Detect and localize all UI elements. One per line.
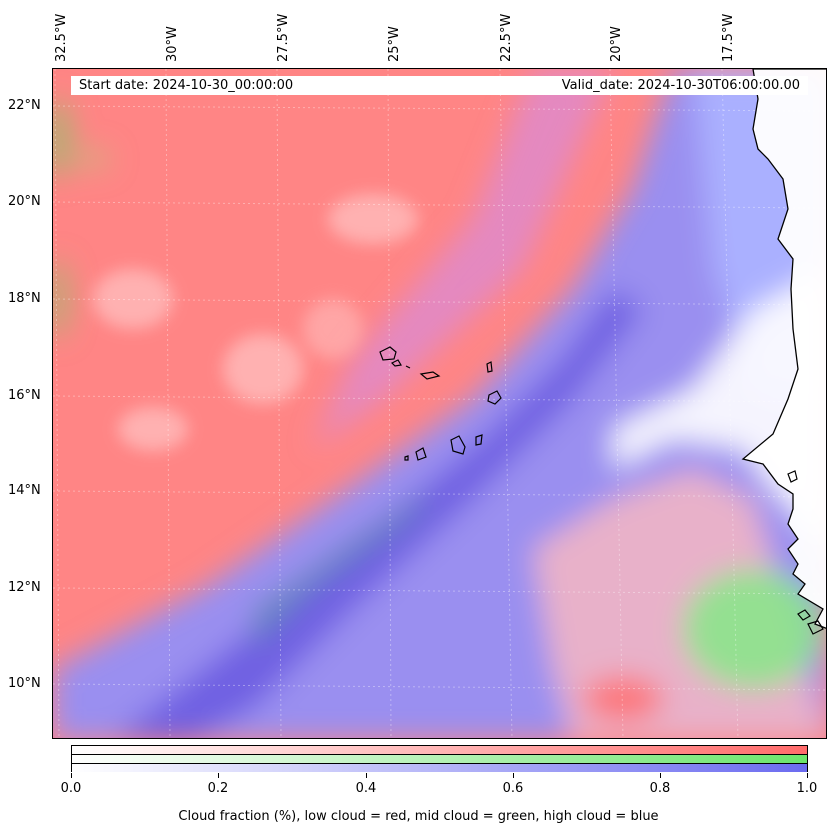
colorbar-tick-label: 1.0 xyxy=(796,781,818,796)
mixed-cloud-streak xyxy=(313,69,613,449)
colorbar-high-cloud xyxy=(72,764,807,772)
mid-cloud-streak xyxy=(253,489,433,649)
start-date: Start date: 2024-10-30_00:00:00 xyxy=(79,78,294,93)
valid-date: Valid_date: 2024-10-30T06:00:00.00 xyxy=(561,78,800,93)
colorbar-tick xyxy=(71,773,72,778)
lon-label-30w: 30°W xyxy=(165,26,180,62)
lon-label-27-5w: 27.5°W xyxy=(276,13,291,62)
low-cloud-patch-1 xyxy=(93,269,173,329)
lat-label-16n: 16°N xyxy=(8,388,41,403)
low-cloud-spot xyxy=(583,677,663,721)
low-cloud-patch-5 xyxy=(303,299,363,359)
colorbar-tick-label: 0.6 xyxy=(502,781,524,796)
mid-cloud-left-edge xyxy=(53,99,72,179)
colorbar-tick xyxy=(366,773,367,778)
lat-label-18n: 18°N xyxy=(8,291,41,306)
lon-label-25w: 25°W xyxy=(387,26,402,62)
colorbar-tick-label: 0.0 xyxy=(60,781,82,796)
colorbar-mid-cloud xyxy=(72,755,807,764)
lat-label-20n: 20°N xyxy=(8,194,41,209)
cabo-verde-islands xyxy=(379,346,824,635)
africa-coastline xyxy=(741,69,826,629)
lon-label-17-5w: 17.5°W xyxy=(721,13,736,62)
cloud-fraction-map[interactable] xyxy=(52,68,827,739)
high-cloud-core xyxy=(115,289,643,738)
lat-label-10n: 10°N xyxy=(8,676,41,691)
colorbar-tick-label: 0.2 xyxy=(207,781,229,796)
colorbar-tick xyxy=(807,773,808,778)
colorbar-tick xyxy=(218,773,219,778)
low-cloud-patch-2 xyxy=(223,334,303,404)
colorbar-tick xyxy=(660,773,661,778)
graticule xyxy=(53,69,826,738)
colorbar-tick xyxy=(513,773,514,778)
colorbar-low-cloud xyxy=(72,746,807,755)
mid-cloud-patch xyxy=(75,149,111,169)
colorbar-tick-label: 0.4 xyxy=(355,781,377,796)
lon-label-20w: 20°W xyxy=(609,26,624,62)
low-cloud-patch-4 xyxy=(118,407,188,451)
lat-label-12n: 12°N xyxy=(8,580,41,595)
lon-label-32-5w: 32.5°W xyxy=(54,13,69,62)
colorbar-label: Cloud fraction (%), low cloud = red, mid… xyxy=(178,809,659,824)
lon-label-22-5w: 22.5°W xyxy=(499,13,514,62)
date-info-box: Start date: 2024-10-30_00:00:00 Valid_da… xyxy=(71,76,808,95)
mid-cloud-lower-right xyxy=(683,569,823,689)
low-cloud-patch-3 xyxy=(328,194,418,244)
map-canvas xyxy=(53,69,826,738)
colorbar-tick-label: 0.8 xyxy=(649,781,671,796)
mid-cloud-left-edge-lower xyxy=(53,259,70,339)
lat-label-22n: 22°N xyxy=(8,98,41,113)
lat-label-14n: 14°N xyxy=(8,483,41,498)
colorbar xyxy=(71,745,808,772)
